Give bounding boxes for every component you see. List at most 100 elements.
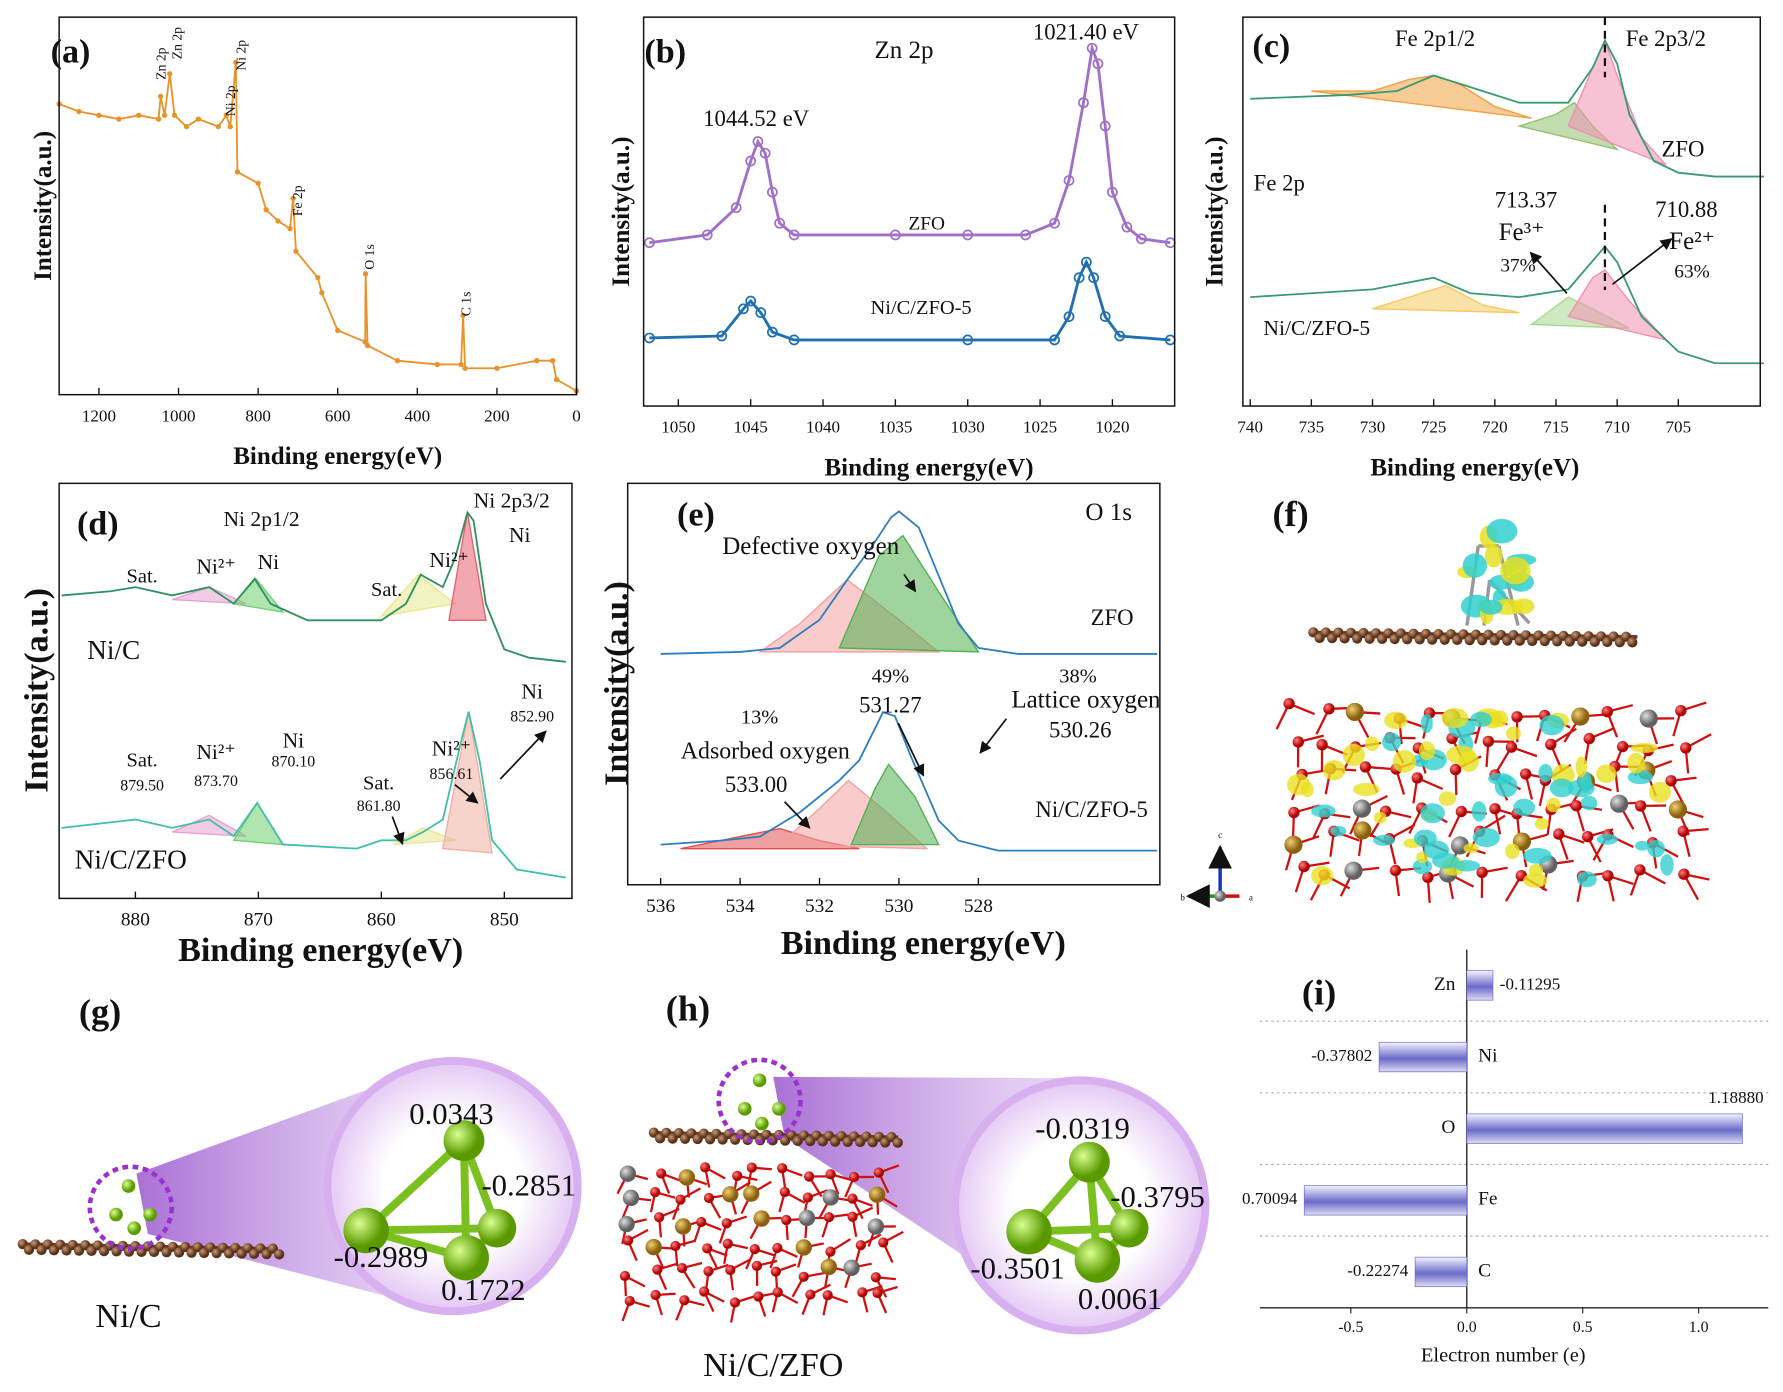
atom xyxy=(867,1218,885,1235)
annotation: Ni/C xyxy=(87,635,140,665)
atom xyxy=(127,1221,142,1235)
data-point xyxy=(788,229,800,241)
data-point xyxy=(962,229,974,241)
atom xyxy=(855,1240,866,1251)
charge-density xyxy=(1373,811,1387,824)
fit-component xyxy=(442,711,493,854)
charge-density xyxy=(1488,772,1513,785)
atom xyxy=(1634,800,1647,812)
x-tick-label: 200 xyxy=(484,406,510,425)
atom xyxy=(1109,1208,1149,1248)
x-tick-label: 1050 xyxy=(661,418,695,437)
zoom-circle xyxy=(323,1057,582,1316)
x-tick-label: 800 xyxy=(245,406,271,425)
bar xyxy=(1303,1185,1468,1216)
charge-density xyxy=(1470,711,1492,728)
charge-density xyxy=(1627,752,1645,774)
atom xyxy=(1316,739,1328,751)
annotation: Ni/C/ZFO xyxy=(75,844,187,874)
annotation: Ni²⁺ xyxy=(196,740,235,764)
data-point xyxy=(549,358,556,364)
atom xyxy=(732,1170,743,1181)
x-tick-label: 735 xyxy=(1299,418,1325,437)
panel-label: (b) xyxy=(644,33,686,70)
data-point xyxy=(766,326,778,338)
charge-density xyxy=(1505,843,1520,860)
category-label: C xyxy=(1478,1260,1491,1281)
data-point xyxy=(315,274,321,281)
atom xyxy=(772,1287,783,1298)
annotation: O 1s xyxy=(1085,499,1132,526)
data-point xyxy=(462,365,468,371)
data-point xyxy=(1107,186,1118,198)
data-point xyxy=(553,376,560,383)
atom xyxy=(675,1194,686,1205)
annotation: 870.10 xyxy=(272,754,316,771)
value-label: 1.18880 xyxy=(1708,1088,1763,1107)
atom xyxy=(823,1212,835,1223)
data-point xyxy=(161,112,168,118)
y-axis-label: Intensity(a.u.) xyxy=(19,588,56,793)
fit-component xyxy=(448,512,487,622)
atom xyxy=(676,1262,688,1274)
annotation: 873.70 xyxy=(194,773,238,790)
charge-density xyxy=(1512,598,1535,614)
annotation: Ni 2p3/2 xyxy=(474,489,550,513)
atom xyxy=(656,1168,667,1179)
atom xyxy=(1455,805,1468,818)
atom xyxy=(798,1209,816,1227)
annotation: C 1s xyxy=(458,292,473,317)
atom xyxy=(1344,861,1363,880)
data-point xyxy=(287,225,293,232)
atom xyxy=(1583,732,1595,745)
x-tick-label: 1040 xyxy=(806,418,840,437)
x-axis-label: Electron number (e) xyxy=(1421,1344,1586,1366)
data-point xyxy=(293,248,299,254)
x-tick-label: 536 xyxy=(646,896,675,917)
data-point xyxy=(774,217,786,229)
atom xyxy=(868,1186,886,1203)
atom xyxy=(622,1189,640,1207)
atom xyxy=(848,1171,860,1183)
atom xyxy=(1422,871,1434,884)
data-point xyxy=(1063,175,1075,186)
charge-density xyxy=(1523,847,1552,864)
charge-density xyxy=(1432,852,1459,869)
atom xyxy=(737,1101,752,1116)
data-point xyxy=(755,307,767,319)
atom xyxy=(751,1260,763,1271)
bar xyxy=(1414,1256,1468,1288)
data-point xyxy=(255,180,261,186)
data-point xyxy=(1099,311,1111,322)
charge-density xyxy=(1546,797,1561,813)
category-label: Ni xyxy=(1478,1045,1497,1066)
charge-label: -0.3795 xyxy=(1110,1180,1205,1214)
axis-label: a xyxy=(1249,893,1253,903)
atom xyxy=(1601,706,1613,718)
spectrum-line xyxy=(660,711,1158,852)
atom xyxy=(702,1243,713,1254)
atom xyxy=(650,1289,661,1301)
atom xyxy=(1634,864,1646,876)
annotation: Fe³⁺ xyxy=(1499,219,1545,246)
annotation: Ni xyxy=(258,550,280,574)
data-point xyxy=(1092,58,1104,70)
annotation: O 1s xyxy=(362,244,377,269)
annotation: Ni/C/ZFO-5 xyxy=(1035,797,1147,822)
x-tick-label: 1000 xyxy=(161,406,195,425)
spectrum-line xyxy=(660,510,1158,655)
panel-label: (h) xyxy=(666,988,710,1028)
x-tick-label: 1030 xyxy=(951,418,985,437)
charge-density xyxy=(1382,732,1402,752)
charge-density xyxy=(1330,825,1347,837)
atom xyxy=(1411,772,1423,784)
data-point xyxy=(335,327,341,334)
charge-density xyxy=(1413,829,1437,848)
atom xyxy=(1602,870,1614,882)
panel-label: (i) xyxy=(1302,973,1336,1013)
charge-density xyxy=(1365,736,1380,751)
charge-label: 0.0061 xyxy=(1078,1282,1162,1316)
atom xyxy=(1359,761,1372,773)
annotation: 713.37 xyxy=(1495,188,1558,213)
atom xyxy=(822,1189,839,1206)
